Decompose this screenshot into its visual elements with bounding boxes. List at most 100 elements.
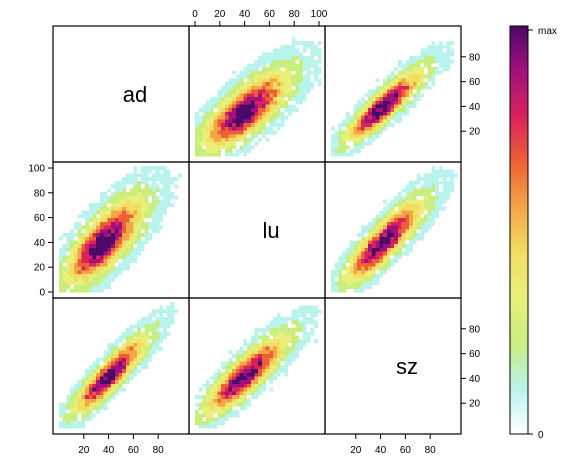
heatmap-bin	[228, 406, 233, 410]
heatmap-bin	[70, 417, 74, 422]
heatmap-bin	[435, 59, 439, 64]
heatmap-bin	[122, 229, 126, 234]
heatmap-bin	[416, 78, 421, 83]
heatmap-bin	[345, 266, 350, 271]
heatmap-bin	[442, 188, 447, 193]
heatmap-bin	[202, 406, 207, 410]
heatmap-bin	[140, 331, 145, 336]
heatmap-bin	[209, 130, 214, 135]
heatmap-bin	[140, 210, 145, 215]
heatmap-bin	[379, 108, 384, 112]
heatmap-bin	[144, 206, 149, 211]
heatmap-bin	[386, 206, 391, 211]
heatmap-bin	[224, 137, 229, 142]
heatmap-bin	[262, 387, 266, 392]
heatmap-bin	[250, 115, 255, 120]
heatmap-bin	[416, 70, 421, 75]
heatmap-bin	[62, 251, 67, 256]
heatmap-bin	[360, 233, 365, 237]
heatmap-bin	[232, 85, 236, 90]
heatmap-bin	[247, 67, 251, 71]
heatmap-bin	[209, 111, 214, 116]
heatmap-bin	[438, 70, 443, 75]
heatmap-bin	[250, 339, 255, 343]
heatmap-bin	[195, 126, 199, 131]
heatmap-bin	[310, 41, 315, 45]
heatmap-bin	[107, 251, 112, 256]
heatmap-bin	[99, 236, 104, 241]
heatmap-bin	[394, 203, 398, 207]
heatmap-bin	[450, 177, 454, 181]
heatmap-bin	[250, 383, 255, 388]
heatmap-bin	[99, 365, 104, 370]
heatmap-bin	[206, 149, 210, 153]
heatmap-bin	[314, 313, 318, 317]
heatmap-bin	[280, 89, 285, 94]
heatmap-bin	[103, 218, 108, 222]
heatmap-bin	[81, 383, 86, 388]
heatmap-bin	[126, 173, 130, 178]
heatmap-bin	[103, 229, 108, 234]
heatmap-bin	[159, 214, 164, 219]
heatmap-bin	[99, 262, 104, 267]
heatmap-bin	[273, 328, 277, 332]
heatmap-bin	[375, 115, 380, 120]
heatmap-bin	[92, 413, 97, 418]
heatmap-bin	[269, 130, 274, 135]
heatmap-bin	[280, 82, 285, 86]
heatmap-bin	[129, 225, 134, 230]
heatmap-bin	[416, 82, 421, 86]
heatmap-bin	[338, 285, 343, 289]
heatmap-bin	[284, 48, 289, 53]
heatmap-bin	[202, 126, 207, 131]
heatmap-bin	[129, 192, 134, 196]
heatmap-bin	[302, 335, 307, 340]
heatmap-bin	[360, 236, 365, 241]
heatmap-bin	[239, 145, 244, 150]
heatmap-bin	[254, 354, 259, 358]
heatmap-bin	[209, 119, 214, 124]
heatmap-bin	[394, 100, 398, 105]
heatmap-bin	[280, 85, 285, 90]
heatmap-bin	[118, 214, 123, 219]
heatmap-bin	[386, 244, 391, 248]
heatmap-bin	[166, 184, 171, 189]
heatmap-bin	[137, 206, 141, 211]
heatmap-bin	[159, 203, 164, 207]
heatmap-bin	[258, 97, 262, 101]
heatmap-bin	[371, 221, 376, 226]
heatmap-bin	[254, 339, 259, 343]
heatmap-bin	[438, 52, 443, 57]
heatmap-bin	[88, 285, 93, 289]
heatmap-bin	[155, 316, 160, 321]
heatmap-bin	[345, 259, 350, 263]
heatmap-bin	[262, 369, 266, 373]
heatmap-bin	[386, 236, 391, 241]
heatmap-bin	[111, 214, 115, 219]
heatmap-bin	[416, 74, 421, 79]
heatmap-bin	[265, 56, 270, 60]
heatmap-bin	[247, 357, 251, 362]
heatmap-bin	[409, 192, 413, 196]
heatmap-bin	[295, 48, 300, 53]
heatmap-bin	[412, 214, 417, 219]
heatmap-bin	[383, 262, 387, 267]
heatmap-bin	[198, 387, 203, 392]
heatmap-bin	[247, 402, 251, 407]
heatmap-bin	[217, 97, 222, 101]
heatmap-bin	[59, 236, 63, 241]
heatmap-bin	[442, 52, 447, 57]
heatmap-bin	[70, 236, 74, 241]
heatmap-bin	[111, 346, 115, 351]
heatmap-bin	[250, 63, 255, 68]
heatmap-bin	[368, 244, 372, 248]
heatmap-bin	[364, 266, 369, 271]
heatmap-bin	[276, 52, 281, 57]
heatmap-bin	[85, 251, 89, 256]
heatmap-bin	[88, 233, 93, 237]
heatmap-bin	[111, 277, 115, 282]
heatmap-bin	[265, 357, 270, 362]
heatmap-bin	[401, 236, 406, 241]
tick-label: 20	[34, 263, 46, 274]
heatmap-bin	[99, 240, 104, 245]
